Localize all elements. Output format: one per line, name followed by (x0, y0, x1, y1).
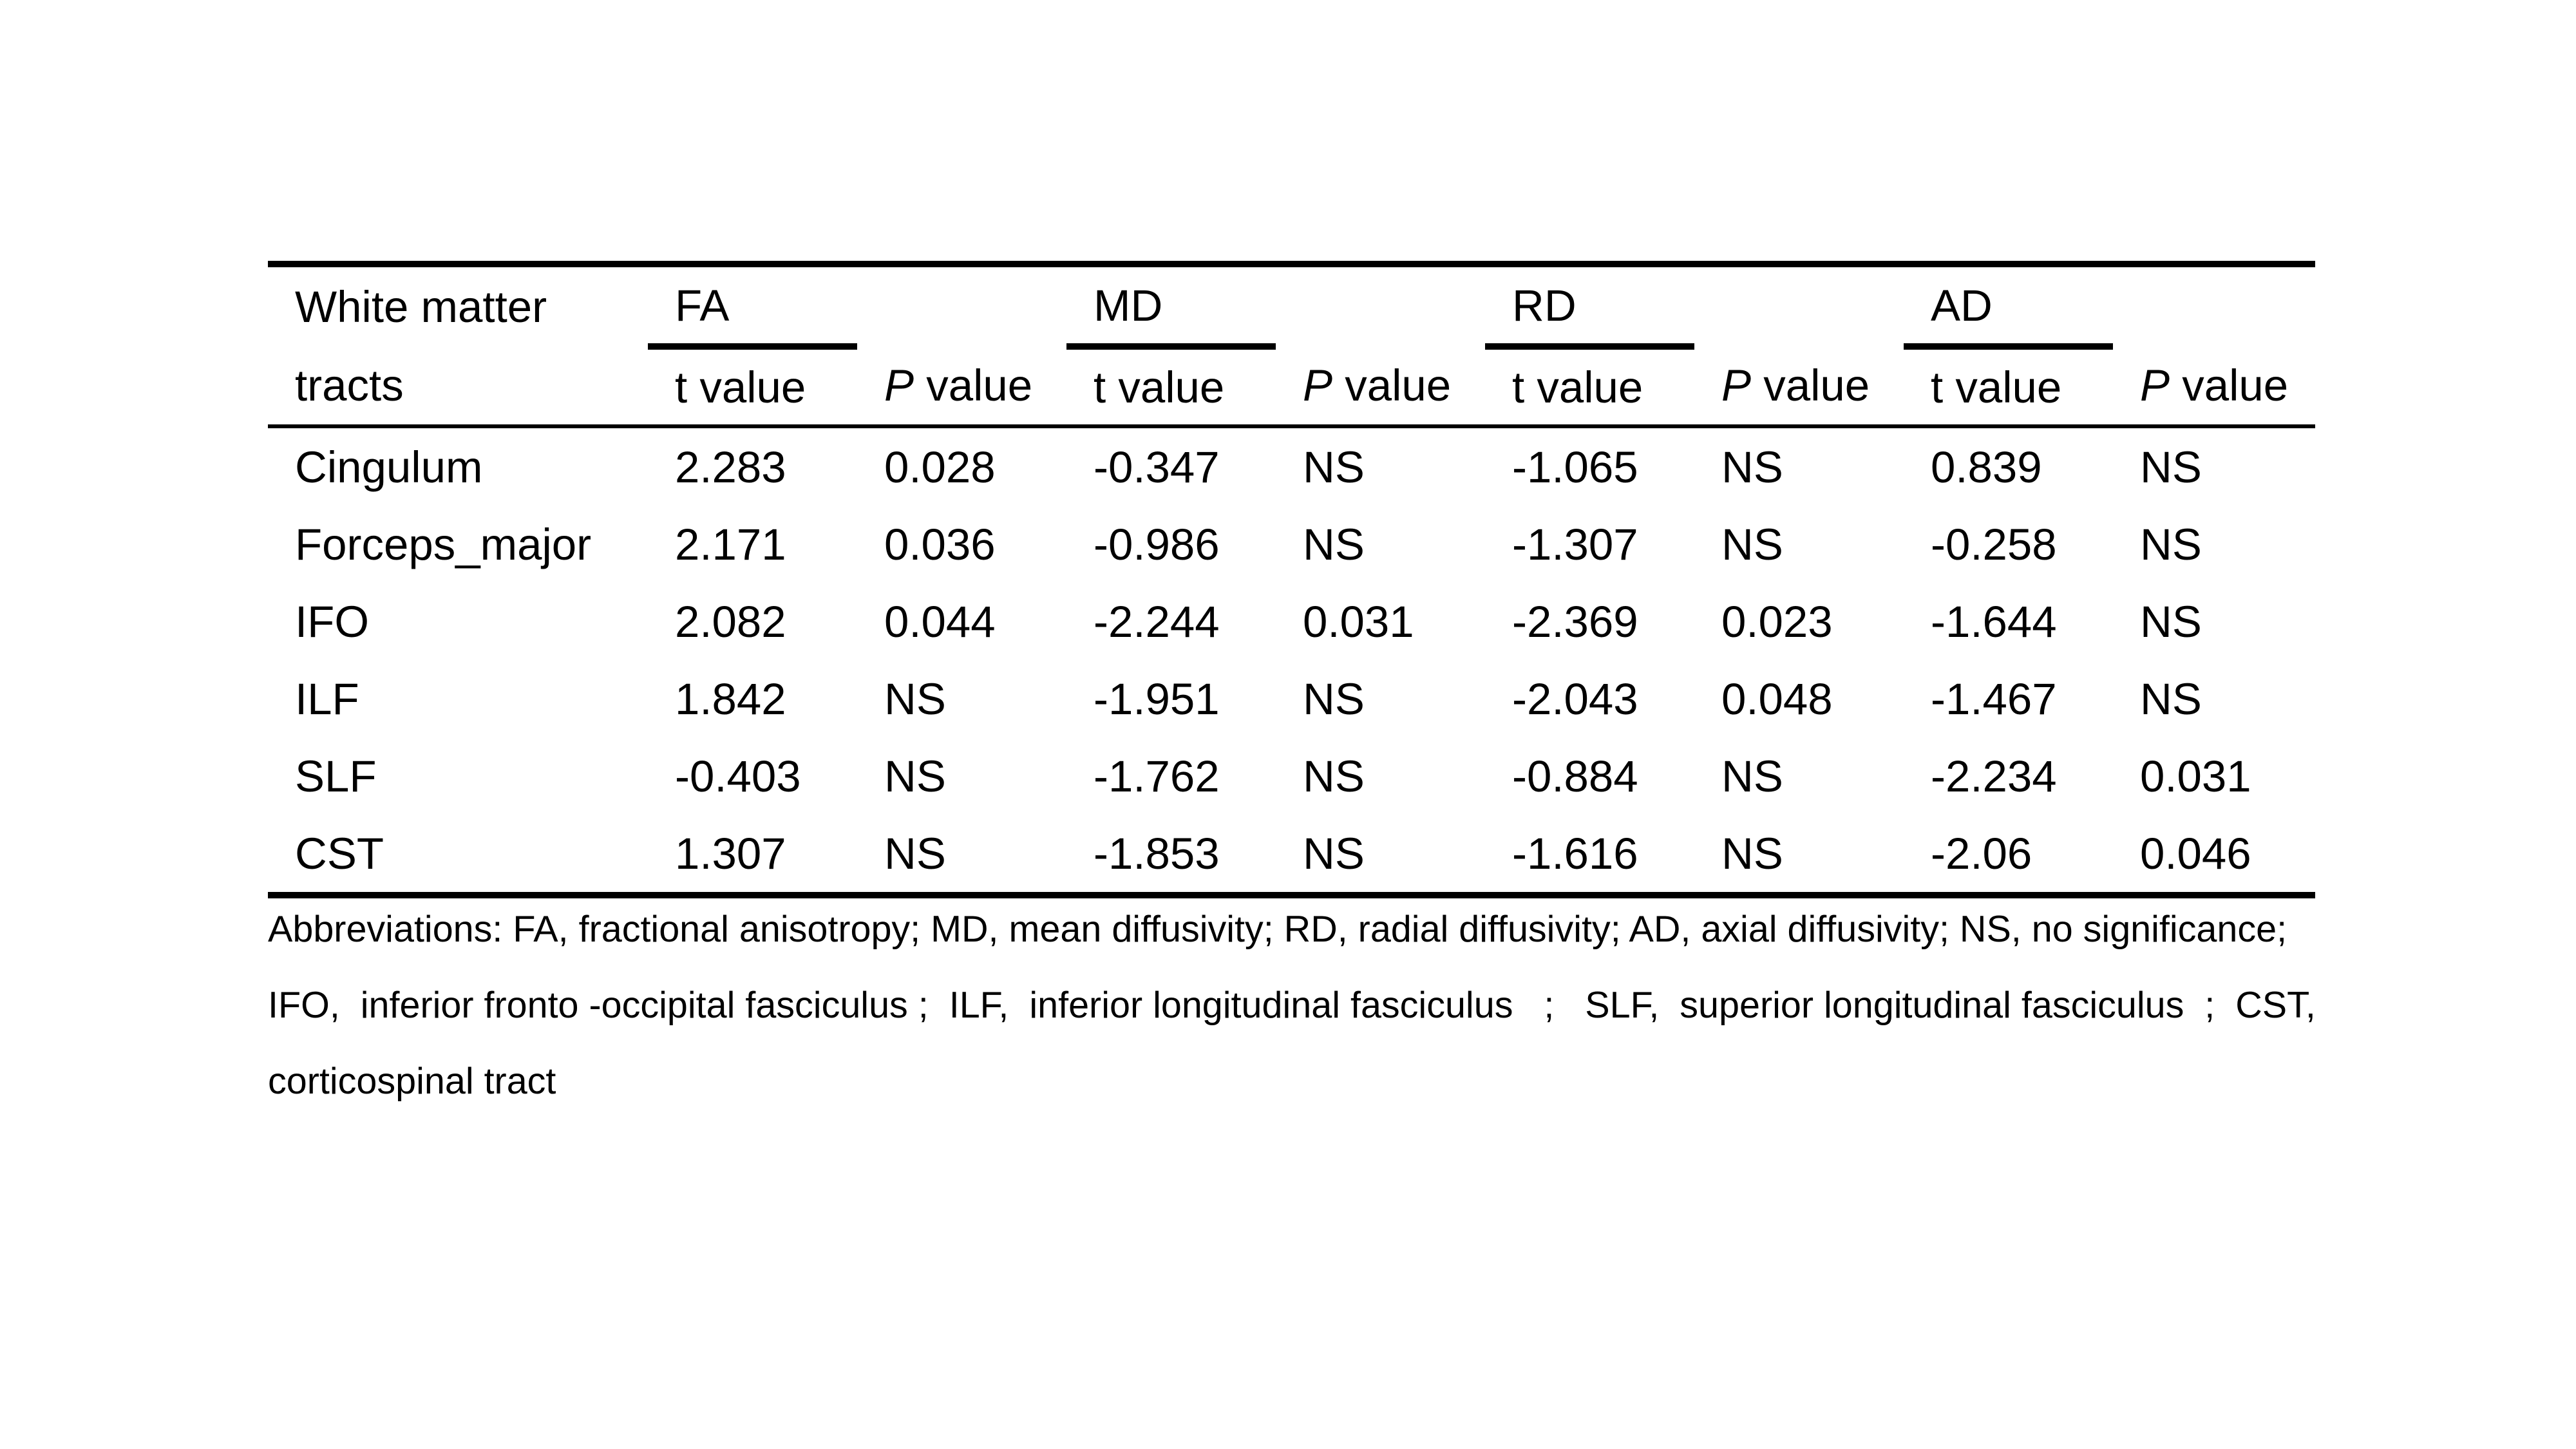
cell-md-t: -1.951 (1094, 674, 1220, 724)
cell-md-t: -2.244 (1094, 596, 1220, 647)
cell-rd-t: -2.369 (1512, 596, 1638, 647)
cell-ad-t: -2.234 (1931, 751, 2057, 801)
cell-md-t: -1.762 (1094, 751, 1220, 801)
cell-rd-p: NS (1721, 442, 1783, 492)
cell-ad-p: NS (2140, 519, 2202, 569)
col-header-rd-p: P value (1694, 346, 1904, 428)
cell-md-p: NS (1276, 815, 1485, 898)
footnote-line-2: IFO, inferior fronto -occipital fascicul… (268, 985, 2316, 1026)
cell-md-t: -0.347 (1094, 442, 1220, 492)
cell-rd-t: -1.307 (1512, 519, 1638, 569)
cell-md-p: NS (1303, 442, 1365, 492)
cell-fa-t: 1.842 (675, 674, 786, 724)
footnote: Abbreviations: FA, fractional anisotropy… (268, 891, 2316, 1119)
table-row-ifo: IFO 2.082 0.044 -2.244 0.031 -2.369 0.02… (268, 583, 2315, 660)
cell-ad-p: NS (2140, 442, 2202, 492)
group-header-row: White matter FA MD RD AD (268, 264, 2315, 350)
tract-name: IFO (295, 596, 369, 647)
cell-ad-t: -0.258 (1931, 519, 2057, 569)
col-header-md-p: P value (1276, 346, 1485, 428)
spacer-cell (2113, 264, 2315, 346)
p-italic: P (884, 361, 914, 410)
cell-md-t: -0.986 (1094, 519, 1220, 569)
cell-rd-t: -0.884 (1512, 751, 1638, 801)
p-italic: P (1721, 361, 1752, 410)
spacer-cell (1694, 264, 1904, 346)
cell-ad-p: NS (2140, 674, 2202, 724)
cell-ad-p: 0.031 (2140, 751, 2251, 801)
table-row-cst: CST 1.307 NS -1.853 NS -1.616 NS -2.06 0… (268, 815, 2315, 898)
group-header-rd: RD (1485, 264, 1694, 350)
cell-fa-t: 2.171 (675, 519, 786, 569)
sub-header-row: tracts t value P value t value P value t… (268, 346, 2315, 428)
cell-ad-t: -2.06 (1904, 815, 2113, 898)
col-header-ad-t: t value (1904, 346, 2113, 428)
footnote-line-1: Abbreviations: FA, fractional anisotropy… (268, 909, 2287, 950)
cell-ad-t: 0.839 (1931, 442, 2042, 492)
group-header-fa: FA (648, 264, 857, 350)
p-rest: value (2170, 361, 2289, 410)
p-rest: value (1751, 361, 1870, 410)
group-header-ad: AD (1904, 264, 2113, 350)
table-row-ilf: ILF 1.842 NS -1.951 NS -2.043 0.048 -1.4… (268, 660, 2315, 737)
cell-md-p: NS (1303, 519, 1365, 569)
cell-md-t: -1.853 (1066, 815, 1276, 898)
cell-rd-p: NS (1721, 519, 1783, 569)
cell-fa-t: 2.283 (675, 442, 786, 492)
cell-rd-t: -1.616 (1485, 815, 1694, 898)
cell-fa-p: NS (884, 674, 946, 724)
cell-rd-t: -1.065 (1512, 442, 1638, 492)
table-row-forceps-major: Forceps_major 2.171 0.036 -0.986 NS -1.3… (268, 506, 2315, 583)
cell-md-p: 0.031 (1303, 596, 1414, 647)
col-header-md-t: t value (1066, 346, 1276, 428)
cell-rd-p: NS (1721, 751, 1783, 801)
p-italic: P (1303, 361, 1333, 410)
cell-fa-p: 0.028 (884, 442, 996, 492)
tract-name: CST (268, 815, 648, 898)
p-rest: value (1332, 361, 1452, 410)
col-header-ad-p: P value (2113, 346, 2315, 428)
cell-fa-p: NS (884, 751, 946, 801)
cell-ad-t: -1.467 (1931, 674, 2057, 724)
table-row-slf: SLF -0.403 NS -1.762 NS -0.884 NS -2.234… (268, 737, 2315, 815)
table-row-cingulum: Cingulum 2.283 0.028 -0.347 NS -1.065 NS… (268, 426, 2315, 506)
tract-name: Forceps_major (295, 519, 592, 569)
cell-fa-t: -0.403 (675, 751, 801, 801)
col-header-rd-t: t value (1485, 346, 1694, 428)
cell-ad-p: 0.046 (2113, 815, 2315, 898)
cell-fa-t: 1.307 (648, 815, 857, 898)
footnote-line-3: corticospinal tract (268, 1061, 556, 1102)
p-italic: P (2140, 361, 2170, 410)
cell-md-p: NS (1303, 674, 1365, 724)
header-white-matter: White matter (295, 282, 547, 332)
tract-name: SLF (295, 751, 377, 801)
cell-fa-p: 0.044 (884, 596, 996, 647)
tract-name: Cingulum (295, 442, 483, 492)
cell-rd-p: NS (1694, 815, 1904, 898)
spacer-cell (857, 264, 1066, 346)
tract-name: ILF (295, 674, 359, 724)
header-tracts: tracts (268, 346, 648, 428)
cell-rd-t: -2.043 (1512, 674, 1638, 724)
col-header-fa-t: t value (648, 346, 857, 428)
cell-ad-t: -1.644 (1931, 596, 2057, 647)
cell-fa-p: 0.036 (884, 519, 996, 569)
cell-md-p: NS (1303, 751, 1365, 801)
cell-fa-p: NS (857, 815, 1066, 898)
dti-results-table: White matter FA MD RD AD tracts t value … (268, 261, 2315, 898)
cell-ad-p: NS (2140, 596, 2202, 647)
group-header-md: MD (1066, 264, 1276, 350)
p-rest: value (914, 361, 1033, 410)
cell-fa-t: 2.082 (675, 596, 786, 647)
cell-rd-p: 0.048 (1721, 674, 1833, 724)
cell-rd-p: 0.023 (1721, 596, 1833, 647)
col-header-fa-p: P value (857, 346, 1066, 428)
spacer-cell (1276, 264, 1485, 346)
